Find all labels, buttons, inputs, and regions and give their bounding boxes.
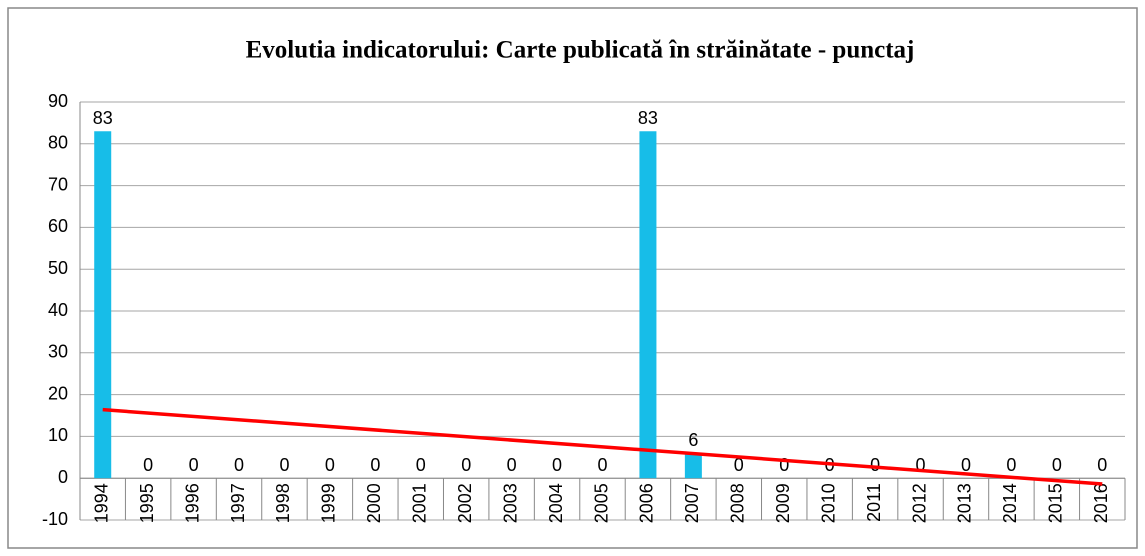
data-label: 83 — [638, 108, 658, 128]
y-tick-label: 20 — [48, 383, 68, 403]
y-tick-label: 80 — [48, 133, 68, 153]
bar — [684, 453, 702, 479]
chart-border — [7, 7, 1138, 549]
category-label: 2009 — [773, 483, 793, 523]
y-tick-label: 60 — [48, 216, 68, 236]
data-label: 83 — [93, 108, 113, 128]
data-label: 0 — [779, 455, 789, 475]
data-label: 6 — [688, 430, 698, 450]
y-tick-label: 30 — [48, 342, 68, 362]
category-label: 1999 — [319, 483, 339, 523]
data-label: 0 — [870, 455, 880, 475]
data-label: 0 — [416, 455, 426, 475]
data-label: 0 — [597, 455, 607, 475]
category-label: 2004 — [546, 483, 566, 523]
data-label: 0 — [1097, 455, 1107, 475]
category-label: 2008 — [728, 483, 748, 523]
category-label: 2012 — [909, 483, 929, 523]
data-label: 0 — [325, 455, 335, 475]
category-label: 2015 — [1046, 483, 1066, 523]
category-label: 2003 — [500, 483, 520, 523]
category-label: 1995 — [137, 483, 157, 523]
data-label: 0 — [189, 455, 199, 475]
category-label: 2016 — [1091, 483, 1111, 523]
category-label: 2005 — [591, 483, 611, 523]
category-label: 2014 — [1000, 483, 1020, 523]
category-label: 2001 — [410, 483, 430, 523]
data-label: 0 — [143, 455, 153, 475]
category-label: 2006 — [637, 483, 657, 523]
category-label: 2002 — [455, 483, 475, 523]
data-label: 0 — [279, 455, 289, 475]
y-tick-label: -10 — [42, 509, 68, 529]
bar — [94, 131, 112, 479]
y-tick-label: 10 — [48, 425, 68, 445]
category-label: 2013 — [955, 483, 975, 523]
data-label: 0 — [961, 455, 971, 475]
bar — [639, 131, 657, 479]
data-label: 0 — [1052, 455, 1062, 475]
data-label: 0 — [461, 455, 471, 475]
y-tick-label: 50 — [48, 258, 68, 278]
data-label: 0 — [734, 455, 744, 475]
category-label: 1996 — [182, 483, 202, 523]
y-tick-label: 70 — [48, 174, 68, 194]
category-label: 2011 — [864, 483, 884, 522]
data-label: 0 — [916, 455, 926, 475]
data-label: 0 — [1006, 455, 1016, 475]
category-label: 2007 — [682, 483, 702, 523]
data-label: 0 — [552, 455, 562, 475]
data-label: 0 — [370, 455, 380, 475]
category-label: 2000 — [364, 483, 384, 523]
category-label: 1998 — [273, 483, 293, 523]
category-label: 1997 — [228, 483, 248, 523]
y-tick-label: 0 — [58, 467, 68, 487]
category-label: 2010 — [818, 483, 838, 523]
y-tick-label: 40 — [48, 300, 68, 320]
data-label: 0 — [234, 455, 244, 475]
y-tick-label: 90 — [48, 91, 68, 111]
trendline — [102, 407, 1103, 486]
data-label: 0 — [507, 455, 517, 475]
chart-title: Evolutia indicatorului: Carte publicată … — [246, 37, 915, 64]
category-label: 1994 — [91, 483, 111, 523]
